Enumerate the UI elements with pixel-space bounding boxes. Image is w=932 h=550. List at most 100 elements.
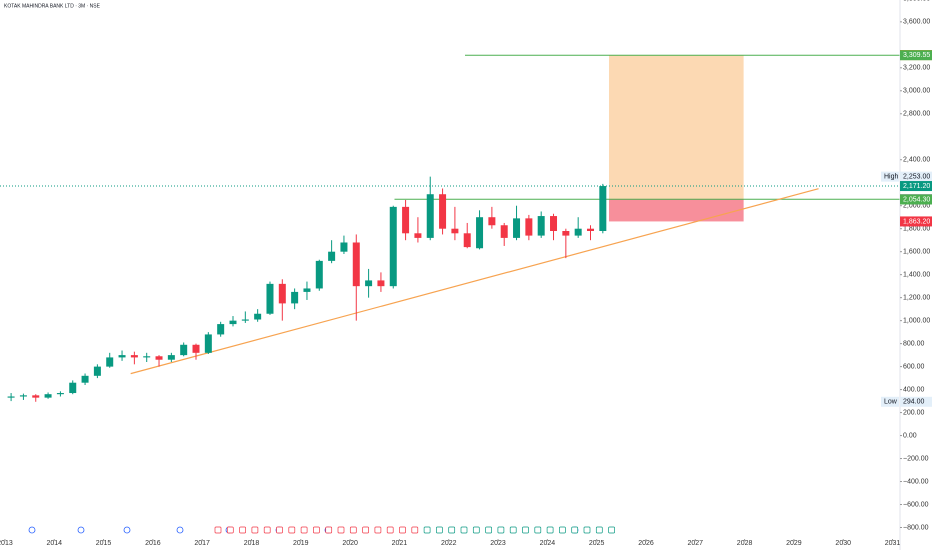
price-tag: High — [884, 173, 899, 180]
candle-body — [7, 396, 15, 398]
y-tick-label: 600.00 — [903, 363, 925, 370]
x-tick-label: 2024 — [540, 540, 556, 547]
stop-zone — [608, 199, 744, 222]
event-icon — [448, 526, 456, 534]
x-tick-label: 2019 — [293, 540, 309, 547]
candle-body — [69, 382, 77, 394]
event-icon — [497, 526, 505, 534]
event-icon — [583, 526, 591, 534]
price-label: 2,253.00 — [903, 173, 930, 180]
event-icon — [460, 526, 468, 534]
candle-body — [19, 395, 27, 397]
candle-body — [414, 233, 422, 238]
candle-body — [537, 216, 545, 236]
price-tag-box — [881, 171, 899, 182]
x-tick-label: 2022 — [441, 540, 457, 547]
event-icon — [522, 526, 529, 534]
x-tick-label: 2023 — [490, 540, 506, 547]
event-icon — [77, 526, 85, 534]
x-tick-label: 2029 — [786, 540, 802, 547]
price-label-box — [900, 50, 932, 61]
candle-body — [550, 216, 558, 231]
event-icon — [214, 526, 222, 534]
event-icon — [423, 526, 431, 534]
event-icon — [313, 526, 320, 534]
candle-body — [81, 375, 89, 383]
event-icon — [325, 526, 333, 534]
x-tick-label: 2028 — [737, 540, 753, 547]
y-tick-label: −400.00 — [903, 478, 929, 485]
event-icon — [300, 526, 308, 534]
candle-body — [204, 334, 212, 353]
candle-body — [278, 283, 286, 304]
event-icon — [559, 526, 566, 534]
price-label-box — [900, 194, 932, 205]
price-axis — [900, 0, 932, 550]
event-icon — [485, 526, 492, 534]
x-tick-label: 2025 — [589, 540, 605, 547]
candle-body — [93, 366, 101, 376]
y-tick-label: 800.00 — [903, 340, 925, 347]
event-icon — [472, 526, 480, 534]
candle-body — [155, 356, 163, 360]
candle-body — [587, 228, 595, 231]
candle-body — [402, 206, 410, 234]
chart-title: KOTAK MAHINDRA BANK LTD · 3M · NSE — [4, 3, 101, 9]
y-tick-label: 1,000.00 — [903, 317, 930, 324]
event-icon — [546, 526, 554, 534]
candle-body — [291, 291, 299, 304]
event-icon — [239, 526, 246, 534]
x-tick-label: 2031 — [885, 540, 901, 547]
price-label: 3,309.55 — [903, 52, 930, 59]
event-icon — [399, 526, 406, 534]
candle-body — [167, 355, 175, 360]
price-label-box — [900, 171, 932, 182]
event-icon — [534, 526, 542, 534]
price-label: 294.00 — [903, 399, 925, 406]
candle-body — [32, 395, 40, 398]
candle-body — [463, 233, 471, 248]
price-tag: Low — [884, 399, 898, 406]
candle-body — [352, 242, 360, 287]
y-tick-label: 2,800.00 — [903, 111, 930, 118]
y-tick-label: 3,000.00 — [903, 88, 930, 95]
price-label: 2,054.30 — [903, 196, 930, 203]
y-tick-label: −800.00 — [903, 524, 929, 531]
price-label-box — [900, 181, 932, 192]
event-icon — [349, 526, 357, 534]
candle-body — [488, 217, 496, 226]
x-tick-label: 2015 — [96, 540, 112, 547]
y-tick-label: 1,200.00 — [903, 295, 930, 302]
price-label-box — [900, 396, 932, 407]
y-tick-label: 400.00 — [903, 386, 925, 393]
y-tick-label: 1,400.00 — [903, 272, 930, 279]
event-icon — [436, 526, 443, 534]
x-tick-label: 2018 — [244, 540, 260, 547]
x-tick-label: 2017 — [194, 540, 210, 547]
target-zone — [608, 55, 744, 200]
x-tick-label: 2016 — [145, 540, 161, 547]
y-tick-label: 1,800.00 — [903, 226, 930, 233]
price-axis-cover — [901, 539, 932, 550]
candle-body — [143, 356, 151, 358]
candle-body — [229, 320, 237, 325]
candle-body — [439, 194, 447, 229]
y-tick-label: 3,800.00 — [903, 0, 930, 3]
candle-body — [315, 260, 323, 289]
candle-body — [241, 319, 249, 321]
candle-body — [562, 231, 570, 236]
event-icon — [263, 526, 271, 534]
candle-body — [118, 355, 126, 358]
event-icon — [337, 526, 345, 534]
y-tick-label: 3,200.00 — [903, 65, 930, 72]
candle-body — [389, 206, 397, 287]
x-tick-label: 2014 — [46, 540, 62, 547]
x-tick-label: 2020 — [342, 540, 358, 547]
candle-body — [377, 280, 385, 287]
price-label-box — [900, 216, 932, 227]
candle-body — [106, 357, 114, 367]
candle-body — [328, 251, 336, 261]
event-icon — [288, 526, 296, 534]
x-tick-label: 2026 — [638, 540, 654, 547]
y-tick-label: −200.00 — [903, 455, 929, 462]
